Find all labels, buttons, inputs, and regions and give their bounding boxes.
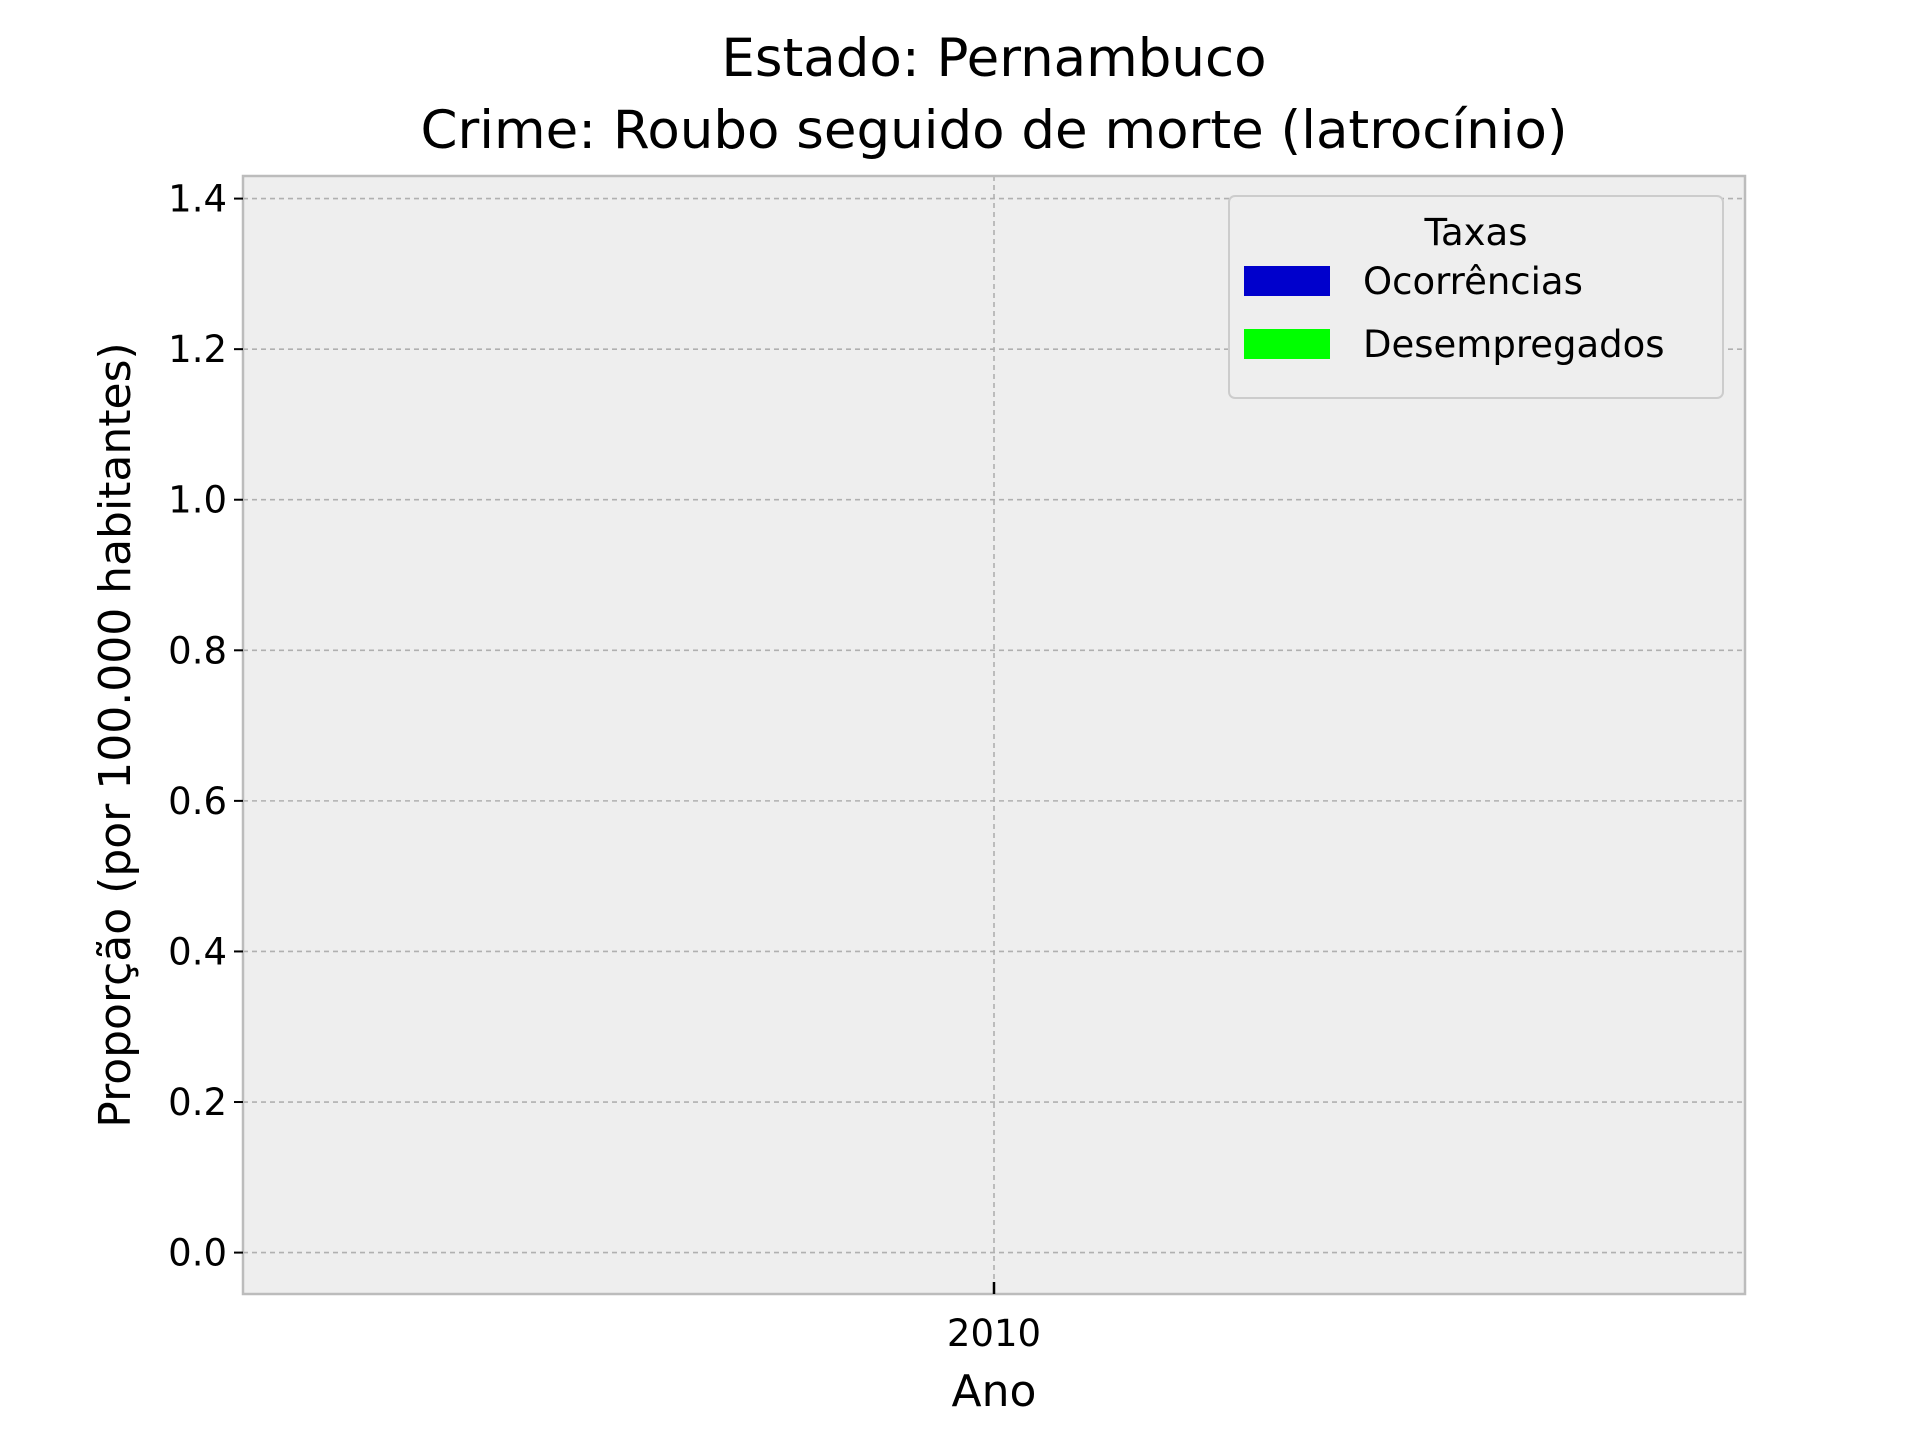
- y-tick-label: 0.8: [168, 629, 227, 672]
- y-tick-label: 0.0: [168, 1232, 227, 1275]
- chart-title-line-2: Crime: Roubo seguido de morte (latrocíni…: [420, 100, 1567, 161]
- grid-lines: [243, 176, 1745, 1294]
- y-axis-label: Proporção (por 100.000 habitantes): [90, 342, 141, 1127]
- y-tick-label: 0.2: [168, 1081, 227, 1124]
- x-tick-label: 2010: [947, 1312, 1041, 1355]
- legend: Taxas Ocorrências Desempregados: [1228, 195, 1724, 399]
- chart-title-line-1: Estado: Pernambuco: [721, 28, 1266, 89]
- legend-box: [1228, 195, 1724, 399]
- y-tick-label: 1.2: [168, 328, 227, 371]
- y-tick-label: 1.0: [168, 479, 227, 522]
- y-tick-label: 1.4: [168, 178, 227, 221]
- legend-entries: Ocorrências Desempregados: [1244, 260, 1665, 366]
- legend-swatch: [1244, 266, 1330, 296]
- legend-swatch: [1244, 329, 1330, 359]
- y-tick-label: 0.6: [168, 780, 227, 823]
- y-tick-label: 0.4: [168, 930, 227, 973]
- legend-label: Ocorrências: [1363, 260, 1583, 303]
- legend-label: Desempregados: [1363, 323, 1665, 366]
- x-axis: 2010: [947, 1282, 1041, 1355]
- y-axis: 0.0 0.2 0.4 0.6 0.8 1.0 1.2 1.4: [168, 178, 243, 1275]
- legend-title: Taxas: [1424, 211, 1528, 254]
- chart-title: Estado: Pernambuco Crime: Roubo seguido …: [420, 28, 1567, 161]
- x-axis-label: Ano: [952, 1366, 1037, 1417]
